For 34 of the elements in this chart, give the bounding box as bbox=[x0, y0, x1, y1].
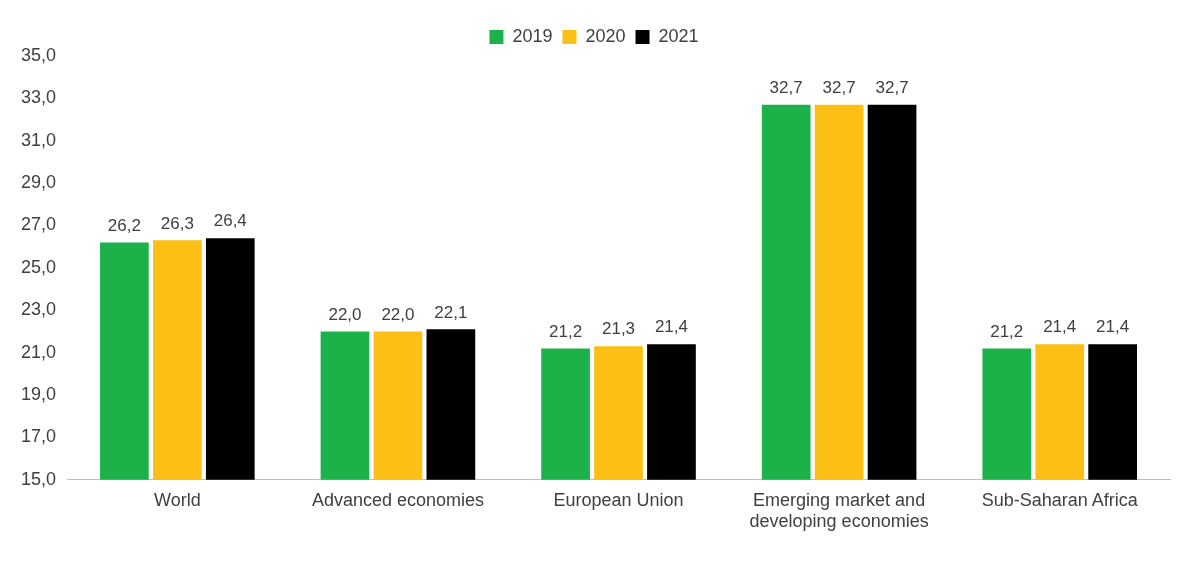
data-label: 21,4 bbox=[1043, 317, 1077, 337]
data-label: 26,4 bbox=[213, 211, 247, 231]
y-tick-label: 33,0 bbox=[20, 87, 57, 108]
y-tick-label: 35,0 bbox=[20, 44, 57, 65]
data-label: 32,7 bbox=[769, 77, 803, 97]
x-tick-label: Advanced economies bbox=[311, 489, 484, 510]
data-label: 21,3 bbox=[601, 319, 636, 339]
data-label: 22,0 bbox=[381, 304, 415, 324]
y-tick-label: 25,0 bbox=[20, 256, 57, 277]
data-label: 21,4 bbox=[1096, 317, 1130, 337]
y-tick-label: 31,0 bbox=[20, 129, 57, 150]
x-tick-label: Sub-Saharan Africa bbox=[981, 489, 1139, 510]
data-label: 26,2 bbox=[107, 215, 141, 235]
y-tick-label: 27,0 bbox=[20, 214, 57, 235]
y-tick-label: 17,0 bbox=[20, 426, 57, 447]
legend-label: 2021 bbox=[658, 25, 699, 46]
y-tick-label: 15,0 bbox=[20, 468, 57, 489]
legend-label: 2019 bbox=[512, 25, 553, 46]
y-tick-label: 23,0 bbox=[20, 299, 57, 320]
x-tick-label: Emerging market and developing economies bbox=[749, 489, 929, 532]
data-label: 32,7 bbox=[822, 77, 856, 97]
data-label: 21,4 bbox=[654, 317, 689, 337]
y-tick-label: 21,0 bbox=[20, 341, 57, 362]
data-label: 22,0 bbox=[328, 304, 362, 324]
y-tick-label: 29,0 bbox=[20, 172, 57, 193]
data-label: 21,2 bbox=[549, 321, 583, 341]
data-label: 26,3 bbox=[160, 213, 194, 233]
y-tick-label: 19,0 bbox=[20, 384, 57, 405]
x-tick-label: European Union bbox=[553, 489, 684, 510]
legend-label: 2020 bbox=[585, 25, 626, 46]
data-label: 21,2 bbox=[990, 321, 1024, 341]
data-label: 32,7 bbox=[875, 77, 909, 97]
data-label: 22,1 bbox=[434, 302, 468, 322]
x-tick-label: World bbox=[153, 489, 201, 510]
